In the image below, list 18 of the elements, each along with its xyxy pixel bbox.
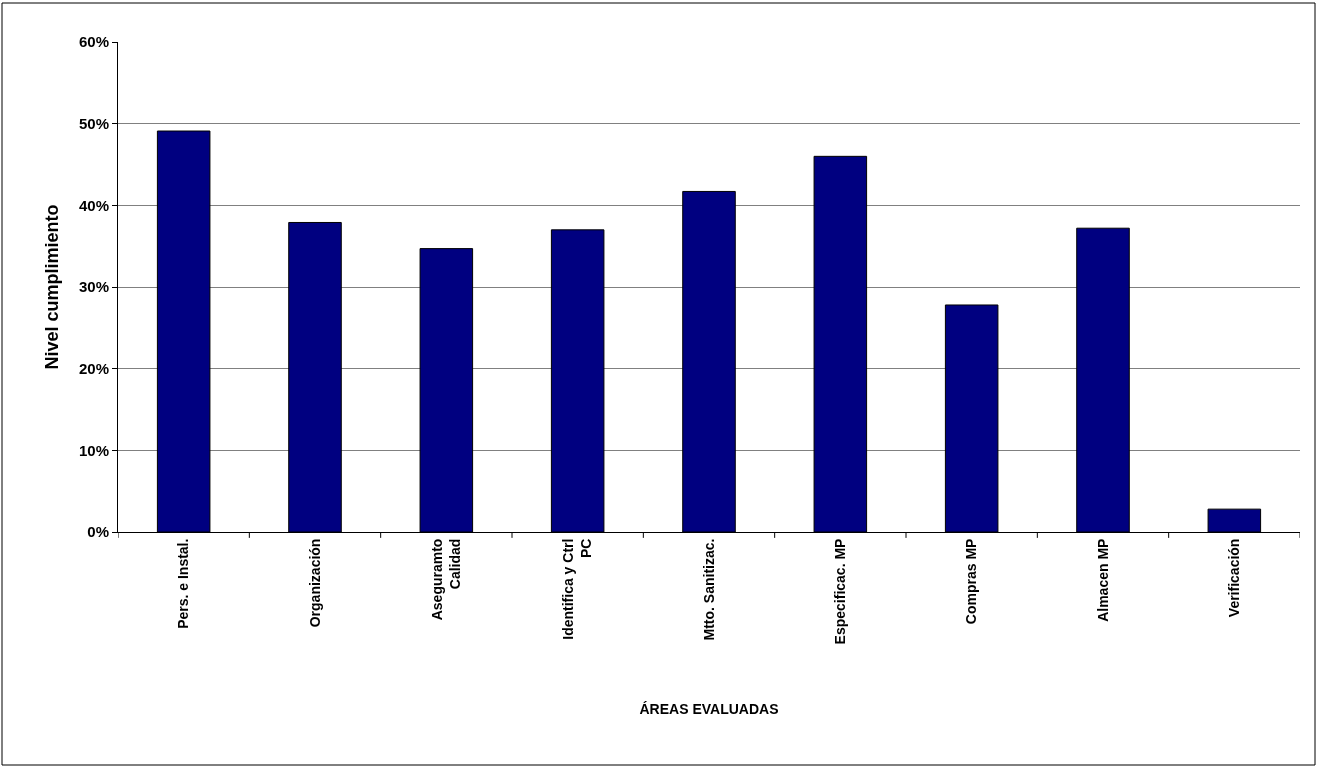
y-tick-label: 40% — [78, 196, 109, 214]
x-tick-label: Verificación — [1225, 538, 1242, 618]
x-axis-title: ÁREAS EVALUADAS — [639, 700, 779, 717]
x-tick-label: Organización — [306, 538, 323, 628]
y-tick-label: 10% — [78, 441, 109, 459]
x-tick-label: Pers. e Instal. — [175, 538, 192, 629]
x-tick-label: Compras MP — [963, 538, 980, 625]
x-tick-label: Aseguramto Calidad — [428, 538, 463, 621]
x-tick-label: Identifica y Ctrl PC — [560, 538, 595, 640]
y-tick-label: 60% — [78, 33, 109, 51]
y-tick-label: 30% — [78, 278, 109, 296]
y-tick-label: 0% — [87, 523, 109, 541]
x-tick-label: Especificac. MP — [831, 538, 848, 645]
y-tick-label: 50% — [78, 114, 109, 132]
y-axis-title: Nivel cumplimiento — [42, 204, 63, 370]
x-tick-label: Mtto. Sanitizac. — [700, 538, 717, 641]
y-tick-label: 20% — [78, 359, 109, 377]
x-tick-label: Almacen MP — [1094, 538, 1111, 622]
